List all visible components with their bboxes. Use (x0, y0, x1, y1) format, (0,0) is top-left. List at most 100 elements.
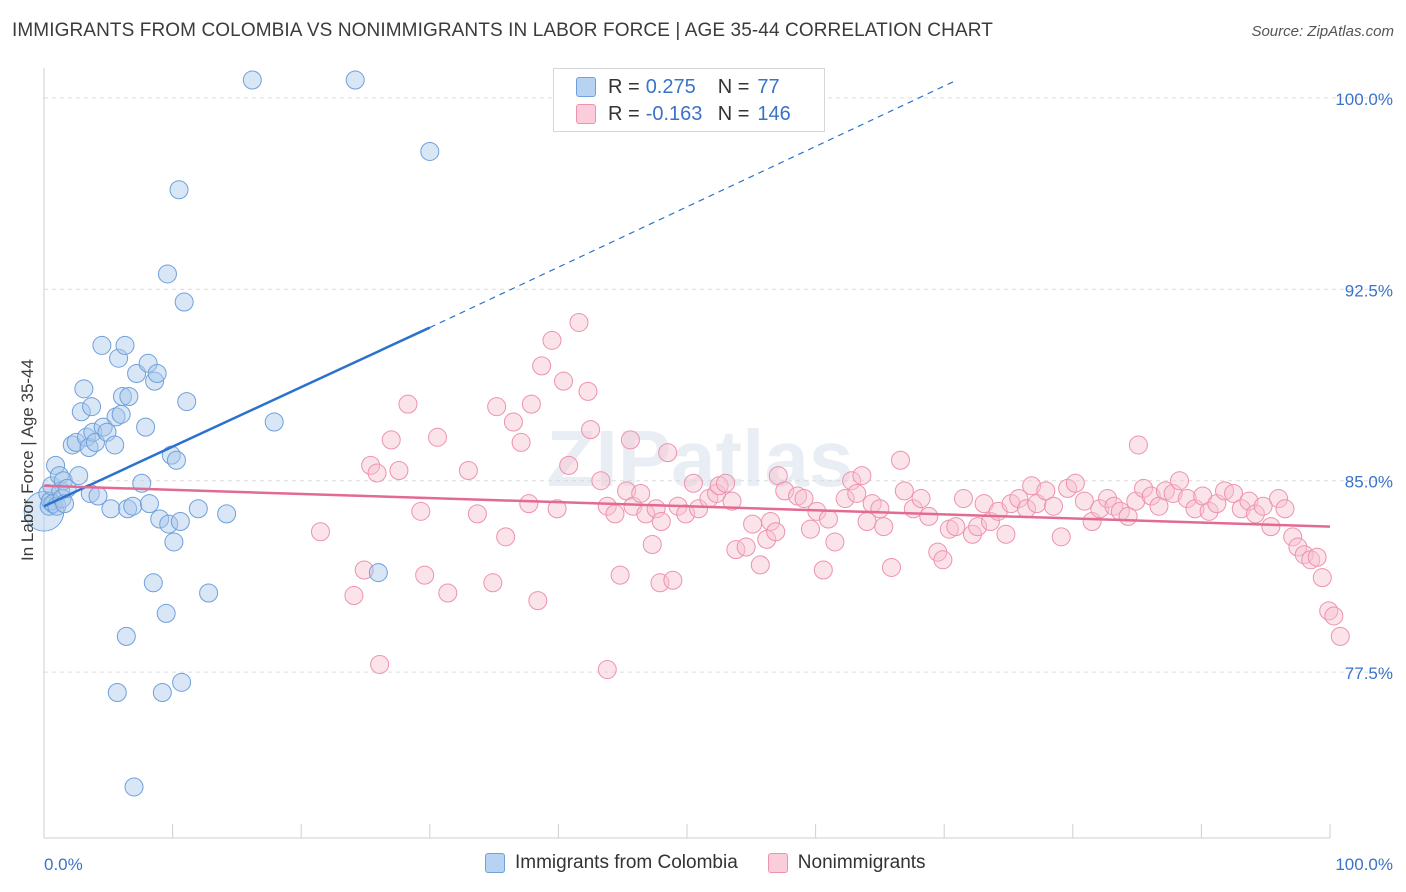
colombia-point (199, 583, 219, 603)
colombia-point (109, 348, 129, 368)
nonimmigrant-point (581, 420, 601, 440)
colombia-point (101, 499, 121, 519)
correlation-legend: R = 0.275 N = 77 R = -0.163 N = 146 (553, 68, 825, 132)
nonimmigrant-point (968, 517, 988, 537)
colombia-point (170, 512, 190, 532)
colombia-point (169, 180, 189, 200)
nonimmigrant-point (578, 381, 598, 401)
colombia-point (119, 386, 139, 406)
nonimmigrant-point (825, 532, 845, 552)
nonimmigrant-point (467, 504, 487, 524)
y-tick-label: 77.5% (1345, 664, 1393, 683)
nonimmigrant-point (818, 509, 838, 529)
y-tick-label: 85.0% (1345, 473, 1393, 492)
nonimmigrant-point (1199, 501, 1219, 521)
n-value: 77 (757, 75, 780, 98)
colombia-point (118, 499, 138, 519)
colombia-point (150, 509, 170, 529)
colombia-point (106, 407, 126, 427)
blue-swatch (576, 77, 596, 97)
blue-swatch (485, 853, 505, 873)
nonimmigrant-point (1074, 491, 1094, 511)
nonimmigrant-point (597, 660, 617, 680)
nonimmigrant-point (847, 483, 867, 503)
nonimmigrant-point (870, 499, 890, 519)
n-label: N = (717, 75, 750, 98)
nonimmigrant-point (554, 371, 574, 391)
nonimmigrant-point (344, 586, 364, 606)
legend-item-nonimmigrants[interactable]: Nonimmigrants (767, 852, 926, 874)
nonimmigrant-point (946, 517, 966, 537)
nonimmigrant-point (361, 455, 381, 475)
nonimmigrant-point (800, 519, 820, 539)
nonimmigrant-point (367, 463, 387, 483)
colombia-point (116, 626, 136, 646)
nonimmigrant-point (415, 565, 435, 585)
colombia-point (264, 412, 284, 432)
nonimmigrant-point (881, 557, 901, 577)
nonimmigrant-point (642, 534, 662, 554)
y-axis-label: In Labor Force | Age 35-44 (18, 359, 37, 561)
legend-item-colombia[interactable]: Immigrants from Colombia (485, 852, 738, 874)
nonimmigrant-point (761, 512, 781, 532)
nonimmigrant-point (1134, 478, 1154, 498)
nonimmigrant-point (1324, 606, 1344, 626)
nonimmigrant-point (1261, 517, 1281, 537)
nonimmigrant-point (911, 489, 931, 509)
colombia-point (66, 432, 86, 452)
nonimmigrant-point (605, 504, 625, 524)
series-legend: Immigrants from Colombia Nonimmigrants (485, 852, 956, 874)
legend-row-nonimmigrants: R = -0.163 N = 146 (576, 101, 791, 127)
pink-swatch (576, 104, 596, 124)
nonimmigrant-point (370, 654, 390, 674)
nonimmigrant-point (1307, 547, 1327, 567)
r-value: 0.275 (645, 75, 696, 98)
r-value: -0.163 (645, 102, 703, 125)
nonimmigrant-point (398, 394, 418, 414)
colombia-point (92, 335, 112, 355)
nonimmigrant-point (894, 481, 914, 501)
nonimmigrant-point (597, 496, 617, 516)
nonimmigrant-point (842, 471, 862, 491)
colombia-trend-extension (429, 79, 958, 329)
y-tick-label: 100.0% (1335, 90, 1393, 109)
colombia-point (71, 402, 91, 422)
nonimmigrant-point (438, 583, 458, 603)
nonimmigrant-point (933, 550, 953, 570)
colombia-point (174, 292, 194, 312)
nonimmigrant-point (651, 512, 671, 532)
nonimmigrant-point (547, 499, 567, 519)
nonimmigrant-point (521, 394, 541, 414)
chart-title: IMMIGRANTS FROM COLOMBIA VS NONIMMIGRANT… (12, 20, 993, 41)
colombia-points (23, 70, 440, 797)
nonimmigrant-point (775, 481, 795, 501)
nonimmigrant-point (1269, 489, 1289, 509)
colombia-point (345, 70, 365, 90)
nonimmigrant-point (1163, 483, 1183, 503)
colombia-point (242, 70, 262, 90)
nonimmigrant-point (835, 489, 855, 509)
colombia-point (115, 335, 135, 355)
nonimmigrant-point (411, 501, 431, 521)
n-label: N = (717, 102, 750, 125)
nonimmigrant-point (813, 560, 833, 580)
colombia-point (159, 514, 179, 534)
nonimmigrant-point (1044, 496, 1064, 516)
nonimmigrant-point (1022, 476, 1042, 496)
nonimmigrant-point (1155, 481, 1175, 501)
nonimmigrant-point (676, 504, 696, 524)
colombia-point (157, 264, 177, 284)
nonimmigrant-point (1098, 489, 1118, 509)
nonimmigrant-point (683, 473, 703, 493)
nonimmigrant-point (503, 412, 523, 432)
x-tick-label: 0.0% (44, 855, 83, 874)
nonimmigrant-point (487, 397, 507, 417)
source-label: Source: ZipAtlas.com (1251, 23, 1394, 40)
nonimmigrant-point (750, 555, 770, 575)
nonimmigrant-point (389, 460, 409, 480)
nonimmigrant-point (1177, 489, 1197, 509)
nonimmigrant-point (569, 312, 589, 332)
nonimmigrant-point (1275, 499, 1295, 519)
colombia-point (145, 371, 165, 391)
nonimmigrant-point (1104, 496, 1124, 516)
